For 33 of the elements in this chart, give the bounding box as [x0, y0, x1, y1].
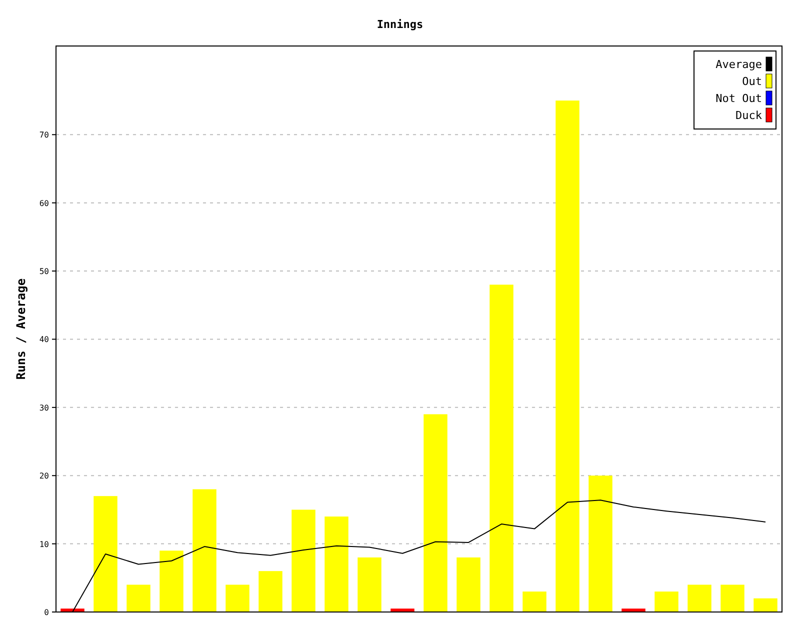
legend-label: Not Out	[716, 92, 762, 105]
bar	[720, 584, 744, 612]
y-tick-label: 40	[39, 335, 50, 344]
legend-label: Out	[742, 75, 762, 88]
bar	[456, 557, 480, 612]
bar	[654, 592, 678, 612]
legend-label: Duck	[736, 109, 762, 122]
legend-label: Average	[716, 58, 762, 71]
bar	[94, 496, 118, 612]
bar	[588, 476, 612, 612]
chart-title: Innings	[376, 18, 424, 31]
y-tick-label: 60	[39, 198, 50, 208]
bar	[292, 510, 316, 612]
bar	[192, 489, 216, 612]
bar	[754, 598, 778, 612]
bar	[424, 414, 448, 612]
y-tick-label: 10	[39, 540, 50, 549]
y-tick-label: 0	[44, 608, 50, 617]
bar	[358, 557, 382, 612]
bar	[324, 516, 348, 612]
bar	[490, 284, 514, 612]
bar	[522, 592, 546, 612]
bar	[556, 100, 580, 612]
bar	[160, 550, 184, 612]
bar	[126, 584, 150, 612]
y-tick-label: 20	[39, 472, 50, 481]
y-tick-label: 70	[39, 130, 50, 140]
y-tick-label: 50	[39, 267, 50, 276]
bar	[258, 571, 282, 612]
bar	[688, 584, 712, 612]
bar	[226, 584, 250, 612]
y-tick-label: 30	[39, 403, 50, 412]
y-axis-title: Runs / Average	[14, 278, 28, 380]
